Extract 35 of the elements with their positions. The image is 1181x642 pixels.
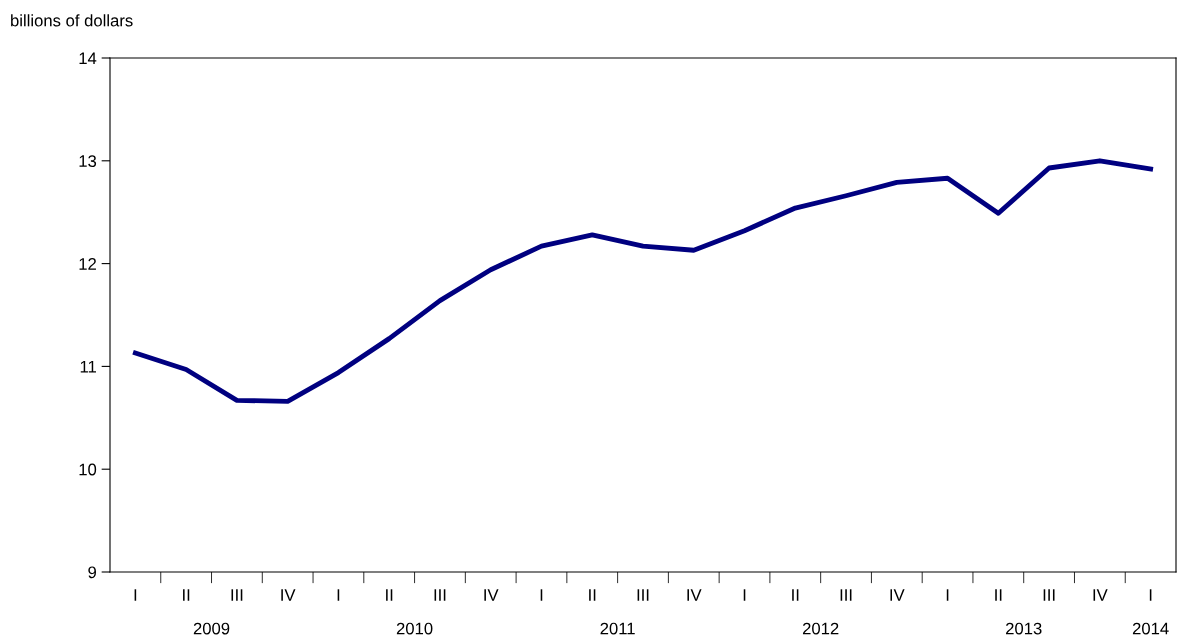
x-tick-label: II — [995, 589, 1002, 601]
y-tick-label: 13 — [79, 155, 97, 167]
x-tick-label: I — [540, 589, 543, 601]
text: 2012 — [802, 622, 839, 635]
x-tick-label: II — [183, 589, 190, 601]
y-tick-label: 9 — [88, 566, 97, 579]
y-tick-label: 10 — [79, 463, 97, 476]
y-axis-title: billions of dollars — [11, 14, 133, 27]
text: 2009 — [193, 622, 230, 635]
x-tick-label: II — [792, 589, 799, 601]
y-tick-label: 12 — [79, 258, 96, 270]
x-tick-label: I — [337, 589, 340, 601]
x-tick-label: IV — [281, 589, 296, 601]
text: 2011 — [600, 622, 635, 635]
text: 2013 — [1006, 622, 1042, 635]
y-tick-label: 14 — [79, 52, 97, 65]
y-tick-label: 11 — [80, 360, 96, 373]
x-tick-label: III — [231, 589, 243, 601]
x-tick-label: I — [134, 589, 137, 601]
text: 2014 — [1132, 622, 1169, 635]
x-tick-label: IV — [687, 589, 702, 601]
x-tick-label: I — [946, 589, 949, 601]
x-tick-label: IV — [1093, 589, 1108, 601]
text: 2010 — [396, 622, 433, 635]
x-tick-label: I — [1149, 589, 1152, 601]
x-tick-label: II — [386, 589, 393, 601]
x-tick-label: IV — [484, 589, 499, 601]
x-tick-label: III — [840, 589, 852, 601]
x-tick-label: III — [434, 589, 446, 601]
line-series — [132, 158, 1154, 404]
x-tick-label: III — [1043, 589, 1055, 601]
x-tick-label: III — [637, 589, 649, 601]
x-tick-label: IV — [890, 589, 905, 601]
x-tick-label: II — [589, 589, 596, 601]
x-tick-label: I — [743, 589, 746, 601]
